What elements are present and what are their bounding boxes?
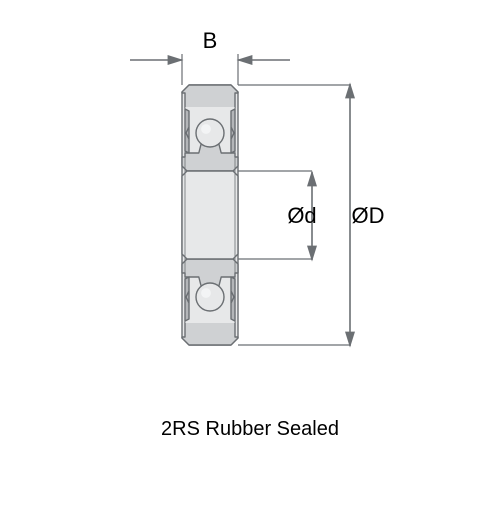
label-D: ØD — [352, 203, 385, 228]
label-B: B — [203, 28, 218, 53]
label-d: Ød — [287, 203, 316, 228]
bearing-diagram: B Ød ØD 2RS Rubber Sealed — [0, 0, 500, 500]
caption: 2RS Rubber Sealed — [0, 418, 500, 441]
